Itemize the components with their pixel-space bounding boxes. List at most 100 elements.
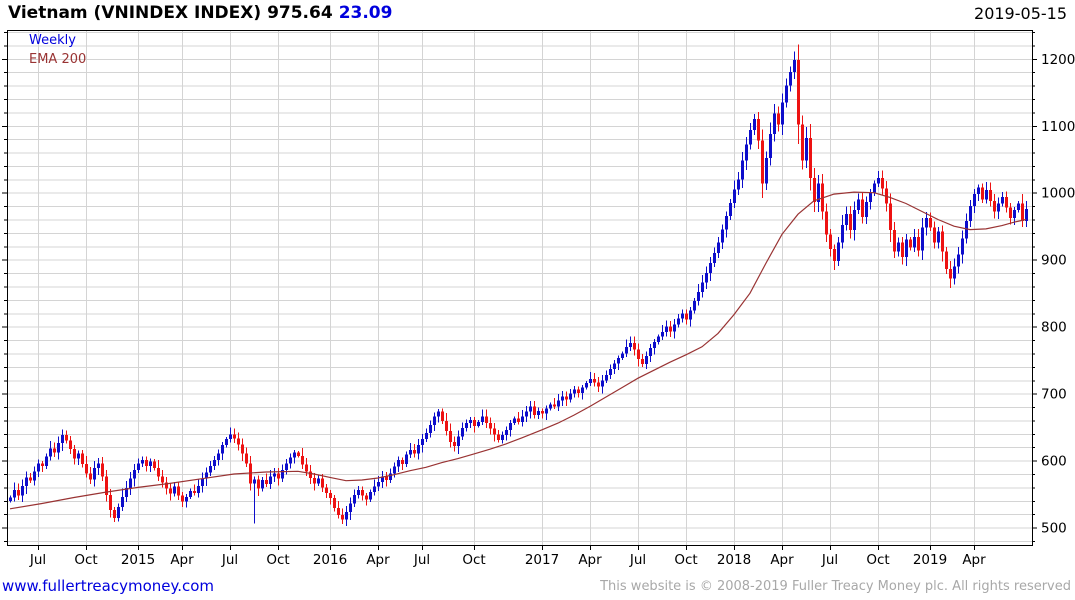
candle-body <box>253 479 256 484</box>
footer-copyright: This website is © 2008-2019 Fuller Treac… <box>600 579 1071 594</box>
candle-body <box>189 490 192 497</box>
candle <box>809 123 812 191</box>
candle <box>165 476 168 495</box>
candle <box>261 477 264 492</box>
candle-body <box>241 444 244 454</box>
candle <box>541 408 544 419</box>
candle <box>909 236 912 251</box>
candle-body <box>325 487 328 493</box>
candle-body <box>613 363 616 369</box>
candle <box>617 355 620 370</box>
candle-body <box>113 510 116 519</box>
candle-body <box>685 313 688 320</box>
candle-body <box>737 179 740 190</box>
candle <box>237 432 240 451</box>
candle-body <box>953 266 956 279</box>
candle-body <box>797 60 800 125</box>
candle <box>253 476 256 524</box>
candle-body <box>1001 196 1004 204</box>
candle-body <box>89 473 92 480</box>
candle <box>225 436 228 448</box>
candle <box>629 336 632 352</box>
candle <box>345 505 348 526</box>
candle-body <box>605 374 608 381</box>
candle <box>273 467 276 483</box>
candle-body <box>225 439 228 446</box>
y-axis-label: 1000 <box>1041 186 1075 202</box>
candle <box>837 237 840 267</box>
candle-body <box>297 452 300 456</box>
candle-body <box>133 469 136 479</box>
x-axis-label: 2018 <box>717 552 751 568</box>
candle-body <box>25 477 28 487</box>
candle <box>697 283 700 306</box>
candle <box>157 460 160 481</box>
candle <box>865 196 868 225</box>
candle-body <box>745 144 748 161</box>
candle-body <box>197 486 200 493</box>
candle-body <box>301 455 304 465</box>
candle-body <box>185 496 188 502</box>
candle <box>505 426 508 441</box>
x-axis-label: Apr <box>770 552 794 568</box>
x-axis-label: Oct <box>674 552 697 568</box>
candle <box>621 351 624 361</box>
candle <box>577 386 580 398</box>
candle <box>637 343 640 367</box>
candle <box>669 321 672 338</box>
candle-body <box>893 230 896 252</box>
candle <box>309 465 312 485</box>
candle-body <box>37 463 40 472</box>
candle-body <box>913 236 916 248</box>
x-axis-label: Jul <box>29 552 46 568</box>
candle <box>709 256 712 282</box>
candle <box>433 412 436 432</box>
candle-body <box>933 227 936 243</box>
candle-body <box>773 113 776 134</box>
ema-line <box>9 191 1027 510</box>
candle <box>217 449 220 466</box>
candle-body <box>313 478 316 484</box>
candle-body <box>181 495 184 502</box>
candle-body <box>9 497 12 501</box>
candle-body <box>477 421 480 426</box>
candle-body <box>729 202 732 217</box>
candle-body <box>309 471 312 479</box>
candle <box>761 129 764 199</box>
candle <box>745 136 748 170</box>
candle <box>333 494 336 512</box>
candle-body <box>877 178 880 184</box>
candle <box>197 479 200 498</box>
candle-body <box>993 200 996 212</box>
candle <box>857 193 860 215</box>
candle <box>557 393 560 412</box>
candle-body <box>833 248 836 262</box>
candle <box>881 170 884 195</box>
chart-title: Vietnam (VNINDEX INDEX) 975.64 23.09 <box>8 3 392 23</box>
candle-body <box>901 242 904 258</box>
candle <box>633 336 636 356</box>
candle-body <box>701 282 704 292</box>
candle <box>789 66 792 92</box>
candle <box>113 506 116 523</box>
candle-body <box>401 459 404 464</box>
ema200-line <box>9 191 1027 510</box>
candle-body <box>93 467 96 480</box>
candle-body <box>265 480 268 485</box>
candle-body <box>561 396 564 401</box>
candle <box>293 449 296 464</box>
candle-body <box>989 190 992 201</box>
candle-body <box>317 478 320 484</box>
candle <box>561 390 564 406</box>
candle <box>813 168 816 213</box>
candle-body <box>505 429 508 436</box>
candle <box>981 183 984 204</box>
footer-site-link[interactable]: www.fullertreacymoney.com <box>2 577 215 595</box>
candle <box>409 443 412 458</box>
candle-body <box>425 433 428 440</box>
candle <box>545 405 548 421</box>
candle-body <box>45 456 48 466</box>
candle-body <box>165 482 168 489</box>
candle <box>209 461 212 476</box>
